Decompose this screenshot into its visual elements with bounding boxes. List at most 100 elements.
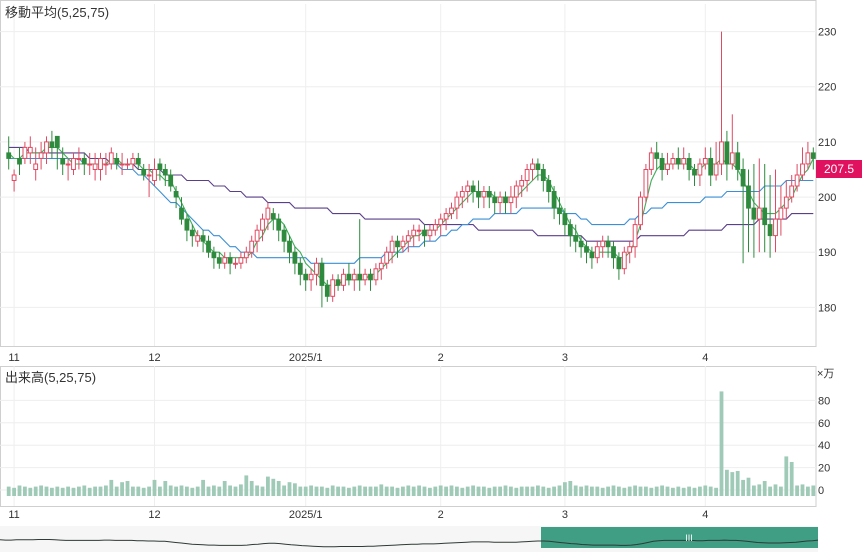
candle[interactable] — [330, 274, 336, 302]
candle[interactable] — [708, 147, 714, 187]
candle[interactable] — [200, 230, 206, 253]
candle[interactable] — [319, 257, 325, 308]
candle[interactable] — [135, 152, 141, 170]
candle[interactable] — [173, 186, 179, 209]
volume-bar[interactable] — [179, 485, 184, 497]
volume-bar[interactable] — [492, 486, 497, 496]
volume-bar[interactable] — [401, 486, 405, 496]
volume-bar[interactable] — [627, 486, 632, 496]
candle[interactable] — [157, 158, 163, 181]
volume-bar[interactable] — [163, 481, 168, 496]
navigator-selection[interactable] — [541, 527, 818, 548]
candle[interactable] — [276, 213, 282, 242]
candle[interactable] — [357, 219, 363, 291]
volume-bar[interactable] — [735, 471, 740, 496]
candle[interactable] — [76, 147, 82, 170]
volume-bar[interactable] — [455, 486, 459, 496]
volume-bar[interactable] — [6, 486, 11, 496]
candle[interactable] — [384, 246, 390, 269]
candle[interactable] — [168, 169, 174, 192]
candle[interactable] — [665, 152, 670, 175]
candle[interactable] — [702, 147, 708, 170]
candlesticks[interactable] — [6, 31, 816, 308]
volume-bar[interactable] — [773, 484, 778, 496]
volume-bar[interactable] — [665, 486, 670, 496]
candle[interactable] — [438, 213, 444, 236]
volume-bar[interactable] — [55, 486, 60, 496]
volume-bar[interactable] — [654, 486, 659, 496]
candle[interactable] — [114, 152, 120, 170]
volume-bar[interactable] — [714, 487, 718, 496]
candle[interactable] — [87, 152, 93, 175]
volume-bar[interactable] — [546, 487, 551, 496]
candle[interactable] — [627, 241, 633, 264]
volume-bar[interactable] — [579, 486, 583, 496]
volume-bar[interactable] — [298, 486, 303, 496]
volume-bar[interactable] — [249, 481, 254, 496]
candle[interactable] — [287, 235, 292, 264]
candle[interactable] — [492, 191, 498, 214]
candle[interactable] — [249, 235, 255, 258]
candle[interactable] — [378, 257, 384, 280]
volume-bar[interactable] — [17, 485, 22, 497]
volume-bar[interactable] — [201, 479, 205, 496]
volume-bar[interactable] — [573, 485, 578, 497]
volume-bar[interactable] — [411, 486, 416, 496]
volume-bar[interactable] — [725, 469, 729, 496]
candle[interactable] — [81, 152, 87, 175]
volume-bar[interactable] — [60, 487, 65, 496]
volume-bar[interactable] — [330, 485, 335, 497]
volume-bar[interactable] — [357, 485, 362, 497]
candle[interactable] — [373, 263, 379, 286]
candle[interactable] — [443, 208, 449, 231]
candle[interactable] — [751, 163, 757, 258]
candle[interactable] — [681, 147, 687, 170]
volume-bar[interactable] — [687, 486, 691, 496]
candle[interactable] — [265, 202, 271, 231]
volume-bar[interactable] — [525, 486, 529, 496]
volume-bar[interactable] — [552, 486, 556, 496]
volume-bar[interactable] — [341, 486, 346, 496]
candle[interactable] — [589, 246, 595, 269]
volume-bar[interactable] — [228, 485, 232, 497]
candle[interactable] — [341, 268, 346, 291]
volume-bar[interactable] — [428, 487, 432, 496]
volume-bar[interactable] — [271, 478, 276, 496]
candle[interactable] — [762, 163, 768, 253]
volume-bar[interactable] — [606, 486, 610, 496]
volume-bar[interactable] — [390, 486, 394, 496]
candle[interactable] — [260, 213, 265, 242]
candle[interactable] — [713, 141, 719, 181]
volume-bar[interactable] — [514, 487, 519, 496]
candle[interactable] — [335, 274, 341, 291]
volume-bar[interactable] — [768, 486, 772, 496]
candle[interactable] — [346, 263, 352, 286]
volume-bar[interactable] — [779, 486, 783, 496]
candle[interactable] — [497, 191, 503, 214]
volume-bar[interactable] — [44, 486, 49, 496]
volume-bar[interactable] — [244, 475, 249, 496]
volume-bar[interactable] — [509, 486, 513, 496]
volume-bar[interactable] — [476, 486, 481, 496]
volume-bar[interactable] — [152, 479, 157, 496]
volume-bar[interactable] — [352, 486, 357, 496]
volume-bar[interactable] — [563, 482, 567, 496]
candle[interactable] — [254, 224, 260, 253]
volume-bar[interactable] — [276, 481, 281, 496]
candle[interactable] — [71, 152, 76, 175]
volume-bar[interactable] — [617, 486, 621, 496]
volume-bar[interactable] — [800, 484, 805, 496]
candle[interactable] — [44, 136, 49, 164]
candle[interactable] — [270, 208, 276, 231]
candle[interactable] — [292, 246, 298, 275]
candle[interactable] — [740, 158, 746, 264]
candle[interactable] — [108, 147, 114, 170]
navigator-handle[interactable]: III — [685, 533, 693, 543]
volume-bar[interactable] — [460, 487, 465, 496]
volume-bar[interactable] — [347, 487, 351, 496]
candle[interactable] — [238, 252, 244, 269]
volume-bar[interactable] — [239, 484, 243, 496]
volume-bar[interactable] — [692, 487, 697, 496]
volume-bar[interactable] — [336, 486, 340, 496]
range-navigator[interactable]: III — [0, 526, 863, 552]
